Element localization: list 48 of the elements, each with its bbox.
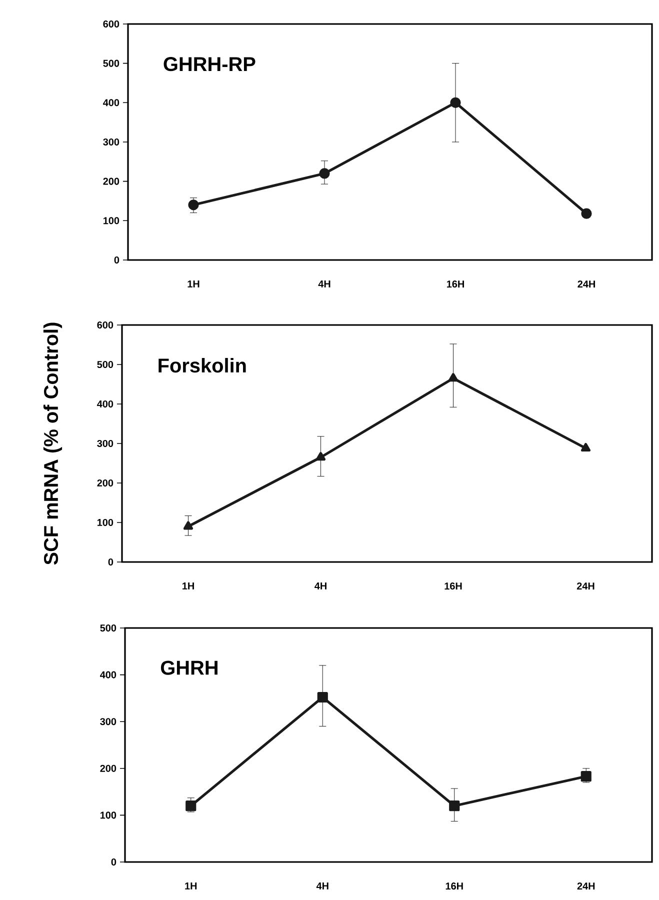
y-tick-label: 500 <box>103 60 120 67</box>
y-tick-label: 200 <box>97 479 114 487</box>
point <box>183 521 194 530</box>
point <box>580 442 591 452</box>
point <box>449 800 460 812</box>
point <box>317 692 328 703</box>
text: GHRH-RP <box>164 57 256 72</box>
text: Forskolin <box>158 358 246 373</box>
text: GHRH <box>160 660 218 675</box>
y-tick-label: 100 <box>97 518 114 526</box>
x-tick-label: 1H <box>182 582 194 590</box>
y-tick-label: 400 <box>100 671 116 678</box>
point <box>316 452 326 461</box>
y-tick-label: 500 <box>97 360 114 368</box>
y-tick-label: 500 <box>100 624 116 632</box>
y-tick-label: 600 <box>97 321 114 329</box>
x-tick-label: 4H <box>318 280 330 288</box>
y-tick-label: 400 <box>97 400 114 408</box>
point <box>188 200 199 210</box>
y-tick-label: 0 <box>108 558 114 566</box>
y-tick-label: 600 <box>103 20 120 28</box>
y-tick-label: 300 <box>100 718 116 726</box>
y-tick-label: 0 <box>114 256 120 264</box>
x-tick-label: 16H <box>444 582 462 590</box>
x-tick-label: 24H <box>576 582 594 590</box>
point <box>581 208 592 219</box>
point <box>448 373 458 382</box>
y-tick-label: 400 <box>103 99 120 106</box>
x-tick-label: 24H <box>578 280 595 288</box>
y-tick-label: 200 <box>103 178 120 185</box>
point <box>319 168 330 179</box>
y-tick-label: 0 <box>111 858 116 866</box>
x-tick-label: 24H <box>577 882 595 890</box>
point <box>580 771 592 782</box>
x-tick-label: 4H <box>314 582 326 590</box>
x-tick-label: 16H <box>446 882 463 890</box>
x-tick-label: 16H <box>446 280 464 288</box>
y-tick-label: 200 <box>100 764 116 772</box>
y-tick-label: 100 <box>103 217 120 224</box>
x-tick-label: 1H <box>185 882 197 890</box>
point <box>450 97 461 108</box>
y-tick-label: 100 <box>100 812 116 819</box>
y-tick-label: 300 <box>97 440 114 448</box>
y-tick-label: 300 <box>103 138 120 146</box>
point <box>186 800 196 812</box>
y-axis-title: SCF mRNA (% of Control) <box>43 322 62 565</box>
x-tick-label: 4H <box>316 882 328 890</box>
x-tick-label: 1H <box>188 280 200 288</box>
